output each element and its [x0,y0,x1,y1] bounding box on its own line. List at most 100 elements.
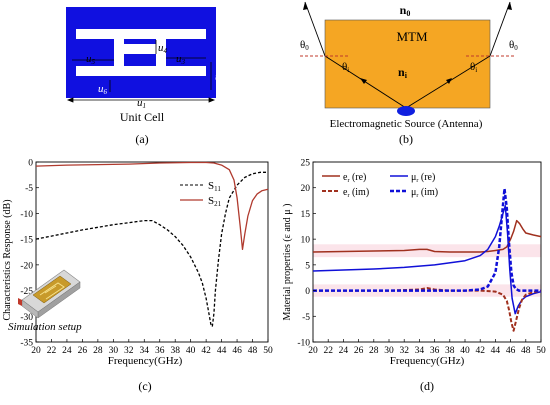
panel-d-tag: (d) [420,379,434,393]
x-tick-label: 36 [155,346,165,356]
unit-cell-dimension-lines [66,40,216,103]
panel-d-legend: er (re) μr (re) er (im) μr (im) [322,172,438,199]
mtm-label: MTM [396,29,428,44]
y-tick-label: 10 [301,236,311,246]
y-tick-label: 0 [28,159,33,169]
mtm-slab [324,19,491,109]
y-tick-label: -5 [25,184,33,194]
u2-label: u2 [215,71,225,84]
x-tick-label: 26 [78,346,88,356]
u5-label: u5 [86,53,96,66]
panel-b: n0 MTM ni θ0 θ0 θi θi Electromagnetic So… [300,1,518,146]
unit-cell-gap-center [124,44,156,54]
n0-label: n0 [400,3,411,18]
y-tick-label: 15 [301,210,311,220]
simulation-setup-illustration [18,269,81,319]
u4-label: u4 [158,42,168,55]
x-tick-label: 38 [445,346,455,356]
theta0-left-label: θ0 [300,39,309,52]
y-tick-label: 0 [305,287,310,297]
source-caption: Electromagnetic Source (Antenna) [330,118,483,130]
x-tick-label: 22 [323,346,333,356]
x-tick-label: 30 [384,346,394,356]
series-s21-line [35,161,269,251]
legend-mr-re-label: μr (re) [411,172,435,184]
panel-d: 20 22 24 26 28 30 32 34 36 38 40 42 44 46 48 50 -10 -5 0 5 1… [282,159,546,394]
x-tick-label: 36 [430,346,440,356]
panel-c-legend: S11 S21 [180,180,222,208]
y-tick-label: 5 [305,261,310,271]
x-tick-label: 50 [263,346,273,356]
legend-er-re-label: er (re) [343,172,366,184]
y-tick-label: -20 [20,261,33,271]
x-tick-label: 34 [415,346,425,356]
panel-c-ticks: 20 22 24 26 28 30 32 34 36 38 40 42 44 46 48 50 0 -5 -10 -1… [20,159,273,357]
x-tick-label: 44 [217,346,227,356]
panel-c-xlabel: Frequency(GHz) [108,355,183,367]
panel-c-frame [35,161,269,343]
x-tick-label: 30 [109,346,119,356]
x-tick-label: 26 [354,346,364,356]
x-tick-label: 46 [506,346,516,356]
y-tick-label: -15 [20,236,33,246]
y-tick-label: -35 [20,339,33,349]
panel-c: 20 22 24 26 28 30 32 34 36 38 40 42 44 46 48 50 0 -5 -10 -1… [2,159,273,394]
y-tick-label: 20 [301,184,311,194]
legend-s21-label: S21 [208,195,222,208]
theta0-right-label: θ0 [509,39,518,52]
x-tick-label: 40 [186,346,196,356]
x-tick-label: 20 [31,346,41,356]
unit-cell-gap-top [76,29,206,39]
x-tick-label: 34 [140,346,150,356]
x-tick-label: 22 [47,346,57,356]
x-tick-label: 32 [399,346,409,356]
panel-c-tag: (c) [138,379,151,393]
y-tick-label: 25 [301,159,311,169]
legend-mr-im-label: μr (im) [411,187,438,199]
x-tick-label: 38 [170,346,180,356]
ray-arrows [303,2,512,84]
panel-a-tag: (a) [135,132,148,146]
x-tick-label: 28 [93,346,103,356]
y-tick-label: -10 [297,339,310,349]
x-tick-label: 48 [248,346,258,356]
y-tick-label: -10 [20,210,33,220]
x-tick-label: 42 [201,346,211,356]
series-er-re-line [312,219,542,253]
legend-s11-label: S11 [208,180,221,193]
upper-band [313,244,541,258]
y-tick-label: -30 [20,313,33,323]
plot-frame [35,161,269,343]
ni-label: ni [398,65,408,80]
panel-c-ylabel: Characteristics Response (dB) [2,199,13,320]
panel-d-xlabel: Frequency(GHz) [390,355,465,367]
x-tick-label: 24 [62,346,72,356]
y-tick-label: -5 [302,313,310,323]
x-tick-label: 24 [339,346,349,356]
panel-d-series [312,187,542,332]
x-tick-label: 40 [460,346,470,356]
x-tick-label: 44 [491,346,501,356]
panel-d-ylabel: Material properties (ε and μ ) [282,203,293,320]
legend-er-im-label: er (im) [343,187,369,199]
unit-cell-gap-left-vertical [114,39,124,66]
x-tick-label: 28 [369,346,379,356]
x-tick-label: 32 [124,346,134,356]
simulation-setup-caption: Simulation setup [8,321,82,333]
x-tick-label: 42 [475,346,485,356]
series-mr-im-line [313,187,541,292]
thetai-left-label: θi [342,61,349,74]
series-s11-line [35,171,268,328]
unit-cell-caption: Unit Cell [120,110,165,124]
x-tick-label: 48 [521,346,531,356]
series-er-im-line [313,287,542,332]
u1-label: u1 [137,97,146,110]
antenna-source-icon [397,106,415,116]
thetai-right-label: θi [470,61,477,74]
x-tick-label: 46 [232,346,242,356]
unit-cell-gap-bottom [76,66,206,76]
u6-label: u6 [98,83,108,96]
panel-d-ticks: 20 22 24 26 28 30 32 34 36 38 40 42 44 46 48 50 -10 -5 0 5 1… [297,159,546,357]
unit-cell-gap-right-vertical [156,39,166,66]
